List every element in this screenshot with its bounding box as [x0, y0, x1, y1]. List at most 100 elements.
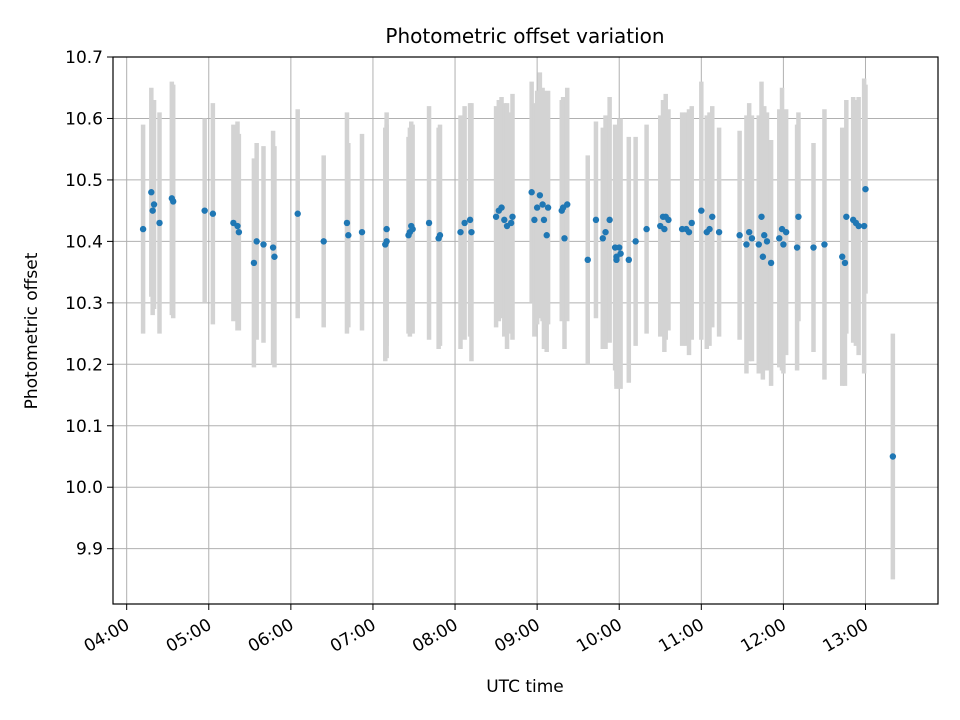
x-tick-label: 13:00	[820, 615, 872, 657]
data-point	[767, 259, 775, 267]
x-axis-label: UTC time	[486, 677, 564, 697]
x-tick-label: 05:00	[163, 615, 215, 657]
data-point	[564, 201, 571, 208]
data-point	[149, 207, 156, 214]
data-point	[616, 244, 623, 251]
data-point	[643, 225, 650, 233]
x-tick-label: 10:00	[573, 615, 625, 657]
data-point	[320, 238, 327, 245]
data-point	[584, 256, 591, 264]
data-point	[461, 219, 468, 227]
data-point	[498, 204, 505, 211]
x-tick-label: 04:00	[81, 615, 133, 657]
data-point	[763, 238, 771, 245]
data-point	[540, 216, 548, 224]
data-point	[745, 228, 753, 236]
errorbar-layer	[140, 72, 896, 580]
plot-frame	[112, 56, 939, 605]
data-point	[383, 238, 390, 245]
data-point	[169, 198, 177, 205]
data-point	[492, 213, 500, 220]
point-layer	[139, 185, 897, 460]
data-point	[755, 241, 762, 248]
data-point	[148, 189, 155, 196]
data-point	[269, 244, 277, 251]
data-point	[862, 185, 869, 193]
data-point	[661, 225, 668, 233]
data-point	[468, 228, 475, 236]
data-point	[507, 219, 515, 227]
data-point	[855, 222, 862, 230]
data-point	[531, 216, 538, 224]
data-point	[632, 238, 639, 245]
data-point	[743, 241, 750, 248]
data-point	[528, 189, 535, 196]
data-point	[613, 256, 620, 264]
data-point	[688, 219, 695, 227]
y-tick-label: 9.9	[76, 540, 103, 560]
data-point	[234, 222, 241, 230]
data-point	[250, 259, 258, 267]
data-point	[457, 228, 464, 236]
data-point	[715, 228, 723, 236]
x-tick-label: 12:00	[737, 615, 789, 657]
y-tick-label: 10.6	[65, 109, 103, 129]
y-axis-ticks: 9.9 10.0 10.1 10.2 10.3 10.4 10.5 10.6 10.7	[65, 48, 113, 560]
data-point	[409, 225, 416, 233]
data-point	[617, 250, 624, 257]
data-point	[509, 213, 516, 220]
data-point	[592, 216, 600, 224]
data-point	[748, 235, 756, 242]
data-point	[709, 213, 716, 220]
data-point	[599, 235, 607, 242]
data-point	[841, 259, 849, 267]
data-point	[260, 241, 267, 248]
data-point	[795, 213, 802, 220]
data-point	[759, 253, 767, 260]
data-point	[606, 216, 613, 224]
data-point	[294, 210, 301, 217]
data-point	[839, 253, 846, 260]
data-point	[345, 232, 352, 239]
y-tick-label: 10.7	[65, 48, 103, 68]
x-tick-label: 06:00	[245, 615, 297, 657]
x-tick-label: 07:00	[327, 615, 379, 657]
data-point	[793, 244, 801, 251]
data-point	[761, 232, 768, 239]
x-tick-label: 09:00	[491, 615, 543, 657]
data-point	[706, 225, 713, 233]
data-point	[698, 207, 705, 214]
data-point	[156, 219, 163, 227]
y-axis-label: Photometric offset	[22, 252, 42, 409]
data-point	[758, 213, 765, 220]
y-tick-label: 10.0	[65, 478, 103, 498]
data-point	[501, 216, 508, 224]
data-point	[466, 216, 474, 224]
data-point	[343, 219, 351, 227]
data-point	[271, 253, 278, 260]
data-point	[358, 228, 366, 236]
x-axis-ticks: 04:00 05:00 06:00 07:00 08:00 09:00 10:00 11:00…	[81, 604, 872, 657]
data-point	[810, 244, 817, 251]
data-point	[539, 201, 546, 208]
data-point	[821, 241, 828, 248]
data-point	[665, 216, 672, 224]
data-point	[150, 201, 158, 208]
x-tick-label: 08:00	[409, 615, 461, 657]
y-tick-label: 10.1	[65, 417, 103, 437]
data-point	[685, 228, 693, 236]
data-point	[782, 228, 790, 236]
chart-title: Photometric offset variation	[385, 24, 664, 48]
x-tick-label: 11:00	[655, 615, 707, 657]
data-point	[736, 232, 743, 239]
data-point	[780, 241, 787, 248]
data-point	[436, 232, 444, 239]
y-tick-label: 10.5	[65, 171, 103, 191]
data-point	[533, 204, 541, 211]
data-point	[776, 235, 783, 242]
data-point	[235, 228, 243, 236]
data-point	[543, 232, 550, 239]
data-point	[201, 207, 208, 214]
data-point	[536, 192, 544, 199]
